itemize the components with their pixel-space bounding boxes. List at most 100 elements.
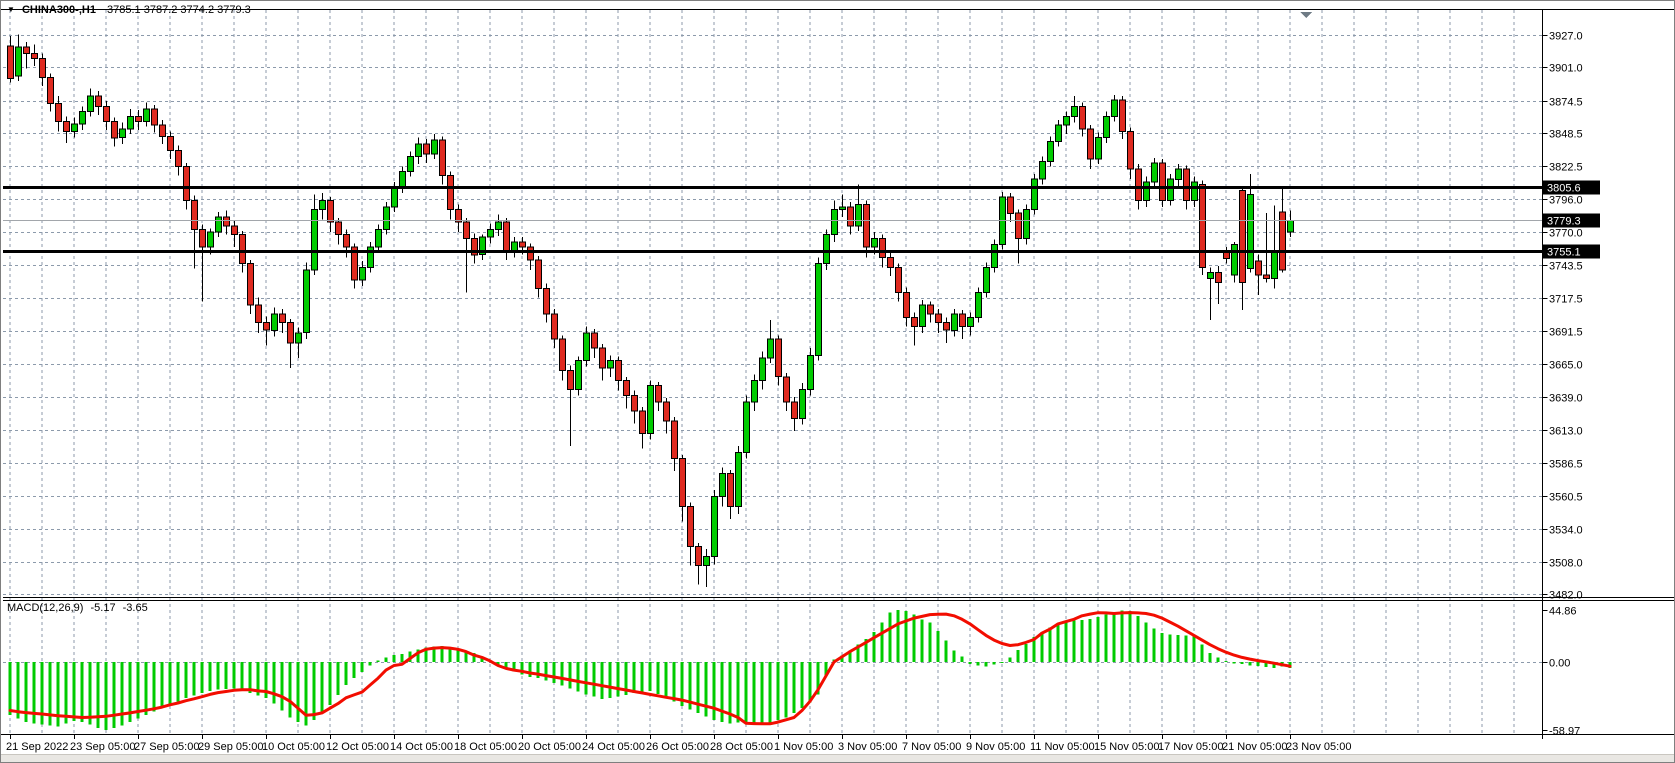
date-axis-label: 12 Oct 05:00 xyxy=(326,741,389,753)
bull-candle xyxy=(415,143,422,158)
bull-candle xyxy=(119,128,126,139)
bear-candle xyxy=(783,376,790,403)
date-axis-label: 28 Oct 05:00 xyxy=(710,741,773,753)
bear-candle xyxy=(935,313,942,324)
chart-shift-triangle-icon[interactable] xyxy=(1300,12,1312,18)
bull-candle xyxy=(127,115,134,130)
bear-candle xyxy=(447,175,454,210)
bear-candle xyxy=(663,401,670,422)
bull-candle xyxy=(839,206,846,210)
bear-candle xyxy=(247,263,254,306)
bear-candle xyxy=(111,120,118,139)
bull-candle xyxy=(815,263,822,356)
price-axis-label: 3560.5 xyxy=(1549,492,1583,504)
bear-candle xyxy=(167,136,174,151)
bear-candle xyxy=(1159,162,1166,202)
price-axis-label: 3770.0 xyxy=(1549,228,1583,240)
price-axis-label: 3534.0 xyxy=(1549,525,1583,537)
bear-candle xyxy=(879,237,886,258)
bull-candle xyxy=(79,110,86,125)
candles-layer xyxy=(7,34,1294,587)
bear-candle xyxy=(1255,260,1262,276)
bull-candle xyxy=(511,241,518,252)
bull-candle xyxy=(311,208,318,271)
bear-candle xyxy=(455,208,462,223)
bull-candle xyxy=(1231,244,1238,276)
bull-candle xyxy=(1247,193,1254,269)
bull-candle xyxy=(799,388,806,419)
bull-candle xyxy=(807,354,814,390)
bull-candle xyxy=(479,236,486,256)
bear-candle xyxy=(943,322,950,331)
bull-candle xyxy=(703,556,710,567)
price-axis-label: 3482.0 xyxy=(1549,590,1583,602)
bull-candle xyxy=(583,332,590,361)
price-axis-label: 3586.5 xyxy=(1549,459,1583,471)
bull-candle xyxy=(575,359,582,390)
bear-candle xyxy=(1199,183,1206,268)
bull-candle xyxy=(319,200,326,210)
bull-candle xyxy=(967,317,974,328)
price-axis-label: 3717.5 xyxy=(1549,294,1583,306)
bull-candle xyxy=(1039,161,1046,180)
bull-candle xyxy=(1271,251,1278,280)
bull-candle xyxy=(1143,181,1150,202)
date-axis-label: 23 Nov 05:00 xyxy=(1286,741,1351,753)
price-axis-label: 3874.5 xyxy=(1549,97,1583,109)
bull-candle xyxy=(1063,115,1070,126)
bear-candle xyxy=(551,313,558,340)
bear-candle xyxy=(623,380,630,397)
price-axis-label: 3848.5 xyxy=(1549,129,1583,141)
bear-candle xyxy=(135,115,142,122)
price-axis-label: 3639.0 xyxy=(1549,393,1583,405)
bear-candle xyxy=(183,166,190,202)
bull-candle xyxy=(1191,181,1198,202)
bull-candle xyxy=(1111,99,1118,117)
bull-candle xyxy=(1023,208,1030,239)
frame-layer xyxy=(1,9,1674,739)
bull-candle xyxy=(399,171,406,188)
macd-axis-label: -58.97 xyxy=(1549,726,1580,738)
bear-candle xyxy=(911,317,918,328)
bear-candle xyxy=(327,200,334,223)
level-price-badge xyxy=(1543,180,1600,195)
current-price-badge xyxy=(1543,213,1600,228)
bear-candle xyxy=(695,546,702,567)
bear-candle xyxy=(599,347,606,369)
bull-candle xyxy=(495,221,502,230)
date-axis-label: 1 Nov 05:00 xyxy=(774,741,833,753)
bear-candle xyxy=(1079,105,1086,130)
bull-candle xyxy=(1055,124,1062,142)
bear-candle xyxy=(895,266,902,293)
date-axis-label: 10 Oct 05:00 xyxy=(262,741,325,753)
bear-candle xyxy=(351,246,358,281)
symbol-dropdown-icon[interactable]: ▼ xyxy=(7,5,15,14)
bear-candle xyxy=(263,322,270,331)
bear-candle xyxy=(591,332,598,349)
bear-candle xyxy=(959,313,966,327)
bear-candle xyxy=(239,234,246,265)
bull-candle xyxy=(303,269,310,334)
date-axis-label: 9 Nov 05:00 xyxy=(966,741,1025,753)
bear-candle xyxy=(55,103,62,122)
bear-candle xyxy=(63,120,70,133)
bear-candle xyxy=(199,229,206,248)
bear-candle xyxy=(519,241,526,248)
date-axis-label: 3 Nov 05:00 xyxy=(838,741,897,753)
bull-candle xyxy=(951,313,958,331)
date-axis-label: 7 Nov 05:00 xyxy=(902,741,961,753)
price-axis-label: 3743.5 xyxy=(1549,261,1583,273)
bull-candle xyxy=(735,451,742,507)
bear-candle xyxy=(527,246,534,261)
bull-candle xyxy=(487,229,494,238)
macd-value: -5.17 xyxy=(90,602,116,614)
bear-candle xyxy=(151,108,158,126)
price-axis-label: 3927.0 xyxy=(1549,31,1583,43)
bear-candle xyxy=(7,45,14,80)
bear-candle xyxy=(639,410,646,434)
bear-candle xyxy=(439,139,446,176)
macd-indicator-label: MACD(12,26,9) -5.17 -3.65 xyxy=(7,602,152,614)
bull-candle xyxy=(367,246,374,268)
